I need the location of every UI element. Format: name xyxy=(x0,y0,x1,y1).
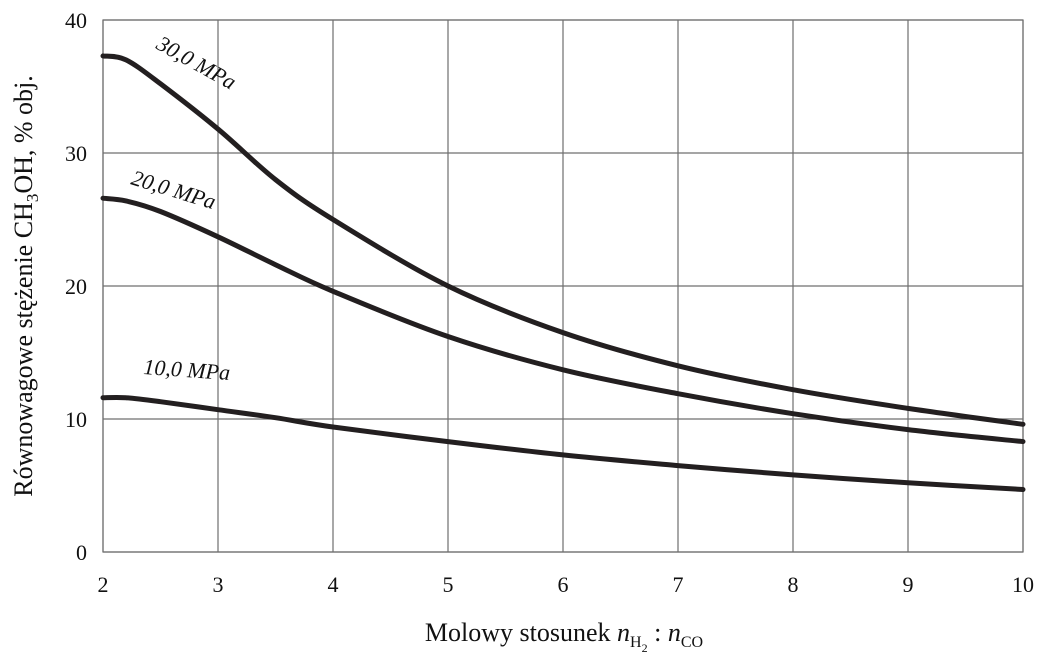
x-tick-label: 10 xyxy=(1012,572,1034,597)
series-line xyxy=(100,394,1026,492)
x-tick-label: 6 xyxy=(558,572,569,597)
x-tick-label: 2 xyxy=(98,572,109,597)
y-tick-label: 0 xyxy=(76,540,87,565)
series-lines xyxy=(100,53,1026,492)
x-tick-label: 7 xyxy=(673,572,684,597)
x-tick-label: 8 xyxy=(788,572,799,597)
x-axis-label: Molowy stosunek nH2 : nCO xyxy=(425,618,703,653)
y-tick-label: 40 xyxy=(65,8,87,33)
series-line xyxy=(100,195,1026,445)
series-label: 10,0 MPa xyxy=(143,354,231,385)
y-tick-labels: 0 10 20 30 40 xyxy=(65,8,87,565)
x-tick-label: 9 xyxy=(903,572,914,597)
x-tick-label: 4 xyxy=(328,572,339,597)
grid xyxy=(102,19,1024,553)
x-tick-label: 5 xyxy=(443,572,454,597)
series-line xyxy=(100,53,1026,427)
y-tick-label: 30 xyxy=(65,141,87,166)
y-tick-label: 10 xyxy=(65,407,87,432)
x-tick-labels: 2 3 4 5 6 7 8 9 10 xyxy=(98,572,1035,597)
plot-frame xyxy=(102,19,1024,553)
y-axis-label: Równowagowe stężenie CH3OH, % obj. xyxy=(9,75,42,497)
x-tick-label: 3 xyxy=(213,572,224,597)
y-tick-label: 20 xyxy=(65,274,87,299)
